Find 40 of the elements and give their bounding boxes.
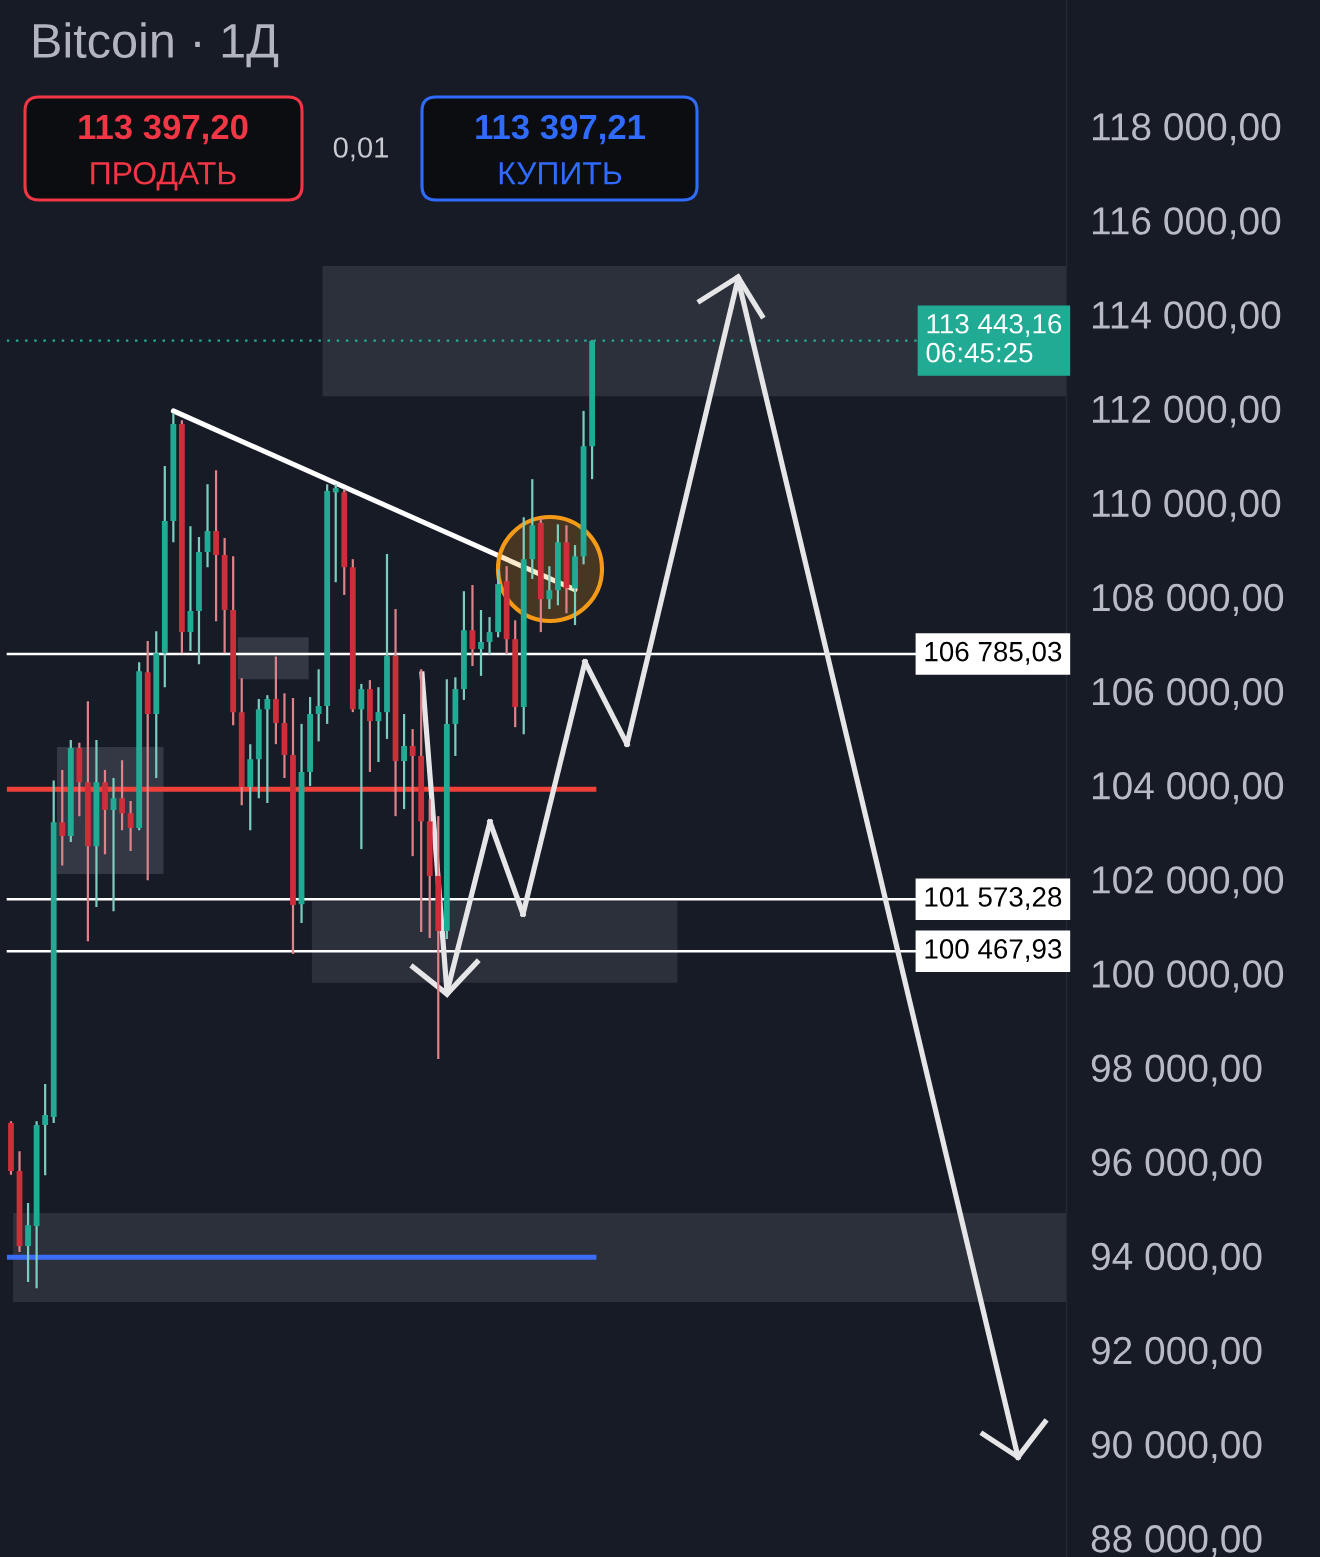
candlestick [315,668,322,743]
y-tick-label: 116 000,00 [1092,207,1281,240]
annotation: ПРОДАТЬ [91,161,236,191]
candlestick [119,759,125,832]
candlestick [409,727,416,858]
chart-title: Bitcoin · 1Д [33,22,279,68]
y-tick-label: 102 000,00 [1092,866,1284,899]
ref-line-label: 106 785,03 [925,641,1062,665]
candlestick [127,799,134,853]
y-tick-label: 110 000,00 [1092,489,1281,522]
candlestick [401,712,407,811]
y-tick-label: 118 000,00 [1092,113,1281,146]
annotation: 113 397,20 [79,114,248,145]
annotation: КУПИТЬ [499,162,622,185]
y-tick-label: 114 000,00 [1092,301,1281,334]
candlestick [25,1201,31,1284]
candlestick [478,608,484,677]
y-tick-label: 90 000,00 [1091,1430,1262,1464]
y-tick-label: 98 000,00 [1091,1054,1262,1087]
y-tick-label: 88 000,00 [1091,1525,1262,1557]
y-tick-label: 96 000,00 [1091,1148,1262,1181]
y-tick-label: 106 000,00 [1092,677,1284,711]
ref-line-label: 113 443,16 06:45:25 [926,313,1062,363]
ref-line-label: 100 467,93 [925,939,1062,963]
candlestick [59,768,66,867]
annotation: 0,01 [333,137,388,162]
y-tick-label: 100 000,00 [1092,960,1284,993]
candlestick [264,694,271,805]
candlestick [42,1082,49,1177]
ref-line-label: 101 573,28 [925,887,1062,911]
candlestick [358,682,365,851]
y-tick-label: 94 000,00 [1091,1242,1262,1275]
y-tick-label: 112 000,00 [1092,395,1281,428]
candlestick [332,483,339,584]
y-tick-label: 104 000,00 [1092,772,1284,805]
annotation: 113 397,21 [476,114,645,145]
candlestick [546,565,553,611]
y-tick-label: 92 000,00 [1091,1336,1262,1369]
candlestick [272,655,279,746]
y-tick-label: 108 000,00 [1092,583,1284,616]
